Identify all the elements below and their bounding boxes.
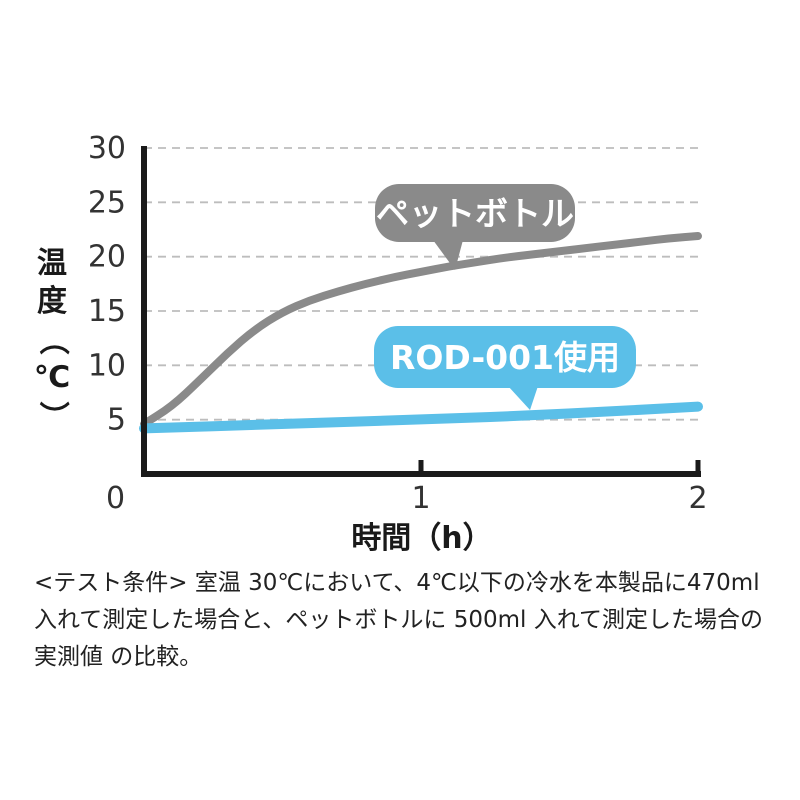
y-tick-label: 25 [88, 185, 126, 220]
y-axis-title: 温 度 （ ℃ ） [30, 245, 74, 435]
series-line-1 [139, 401, 704, 434]
x-axis-title: 時間（h） [351, 521, 492, 556]
callout-bubble [375, 184, 575, 242]
test-conditions-note: <テスト条件> 室温 30℃において、4℃以下の冷水を本製品に470ml 入れて… [34, 570, 764, 670]
y-tick-label: 20 [88, 240, 126, 275]
y-axis-title-char: ） [35, 401, 70, 431]
y-axis-title-char: ℃ [33, 360, 71, 395]
x-tick-label: 2 [688, 481, 707, 516]
series-line-0 [140, 232, 702, 428]
callout-0: ペットボトル [375, 184, 575, 270]
series-name-label: ペットボトル [376, 194, 574, 233]
x-tick-label: 1 [411, 481, 430, 516]
series-callouts: ペットボトル ROD-001使用 [374, 184, 636, 410]
y-tick-label: 5 [107, 403, 126, 438]
callout-pointer [433, 240, 463, 270]
callout-pointer [508, 386, 538, 410]
y-tick-label: 15 [88, 294, 126, 329]
y-tick-label: 10 [88, 348, 126, 383]
y-axis-title-char: 度 [37, 284, 67, 319]
series-name-label: ROD-001使用 [390, 338, 620, 377]
x-tick-label: 0 [106, 481, 125, 516]
series-lines [139, 232, 704, 434]
callout-bubble [374, 326, 636, 388]
y-axis-title-char: 温 [37, 246, 67, 281]
y-tick-label: 30 [88, 131, 126, 166]
y-axis-title-char: （ [35, 325, 70, 355]
axes [141, 146, 701, 477]
callout-1: ROD-001使用 [374, 326, 636, 410]
tick-labels: 5 10 15 20 25 30 0 1 2 [88, 131, 708, 516]
